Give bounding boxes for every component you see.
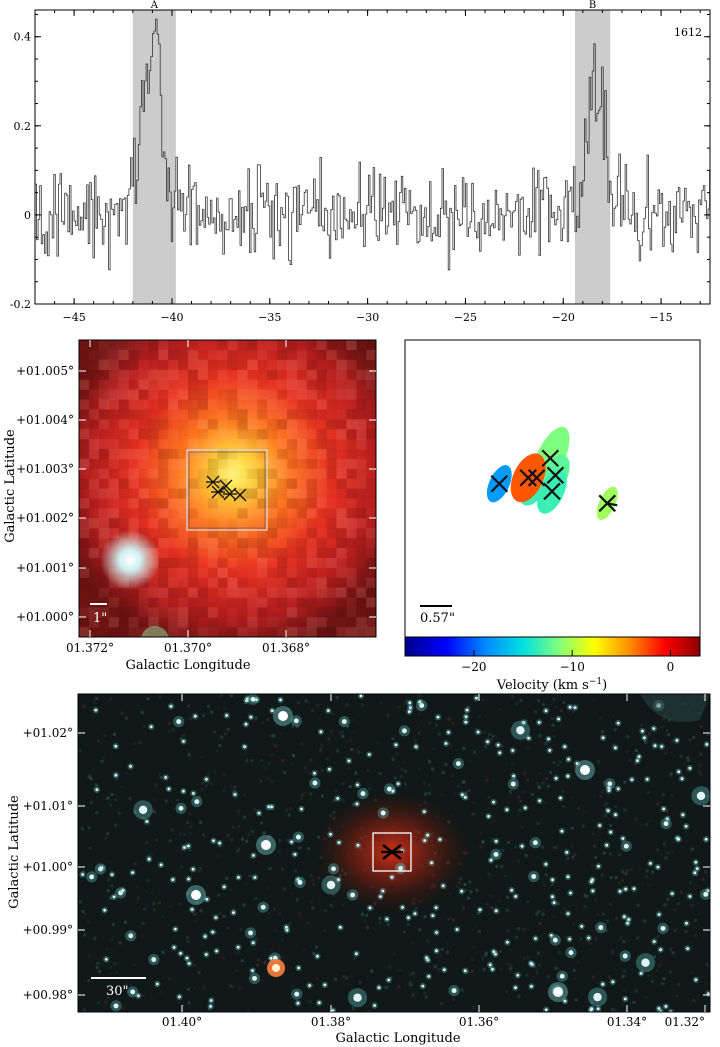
wide-field-panel: 01.40° 01.38° 01.36° 01.34° 01.32° +01.02° +01… — [7, 693, 711, 1046]
spot-marker — [607, 502, 618, 507]
spectrum-line — [35, 18, 710, 271]
wide-field-frame — [77, 693, 711, 1013]
wide-xtick: 01.32° — [665, 1015, 705, 1029]
star-field — [79, 694, 710, 1012]
zoom-ytick: +01.002° — [16, 511, 74, 525]
spectrum-xtick: −40 — [160, 311, 183, 324]
spectrum-ytick: 0.4 — [14, 31, 32, 44]
spot-scalebar-label: 0.57" — [420, 611, 455, 626]
spectrum-ytick: -0.2 — [10, 298, 31, 311]
zoom-scalebar-label: 1" — [93, 611, 107, 626]
orange-star-core — [272, 964, 280, 972]
zoom-ytick: +01.000° — [16, 610, 74, 624]
target-box — [372, 832, 412, 872]
colorbar-tick: −10 — [560, 660, 585, 674]
wide-ytick: +00.98° — [23, 988, 73, 1002]
colorbar — [404, 636, 701, 657]
zoom-ylabel: Galactic Latitude — [3, 429, 18, 543]
spectrum-ytick: 0 — [24, 209, 31, 222]
zoom-xtick: 01.368° — [262, 641, 310, 655]
colorbar-label: Velocity (km s−1) — [496, 677, 607, 693]
band-label-A: A — [150, 0, 159, 11]
wide-xtick: 01.36° — [459, 1015, 499, 1029]
bright-star — [100, 530, 160, 590]
wide-scalebar-label: 30" — [106, 984, 129, 999]
colorbar-tick: −20 — [461, 660, 486, 674]
band-A — [132, 10, 176, 304]
spot-marker — [541, 449, 560, 468]
spot-map-panel: 0.57" −20 −10 0 Velocity (km s−1) — [404, 339, 701, 693]
wide-xtick: 01.38° — [311, 1015, 351, 1029]
corner-glow — [640, 694, 710, 723]
faint-star — [141, 626, 169, 637]
spot-marker — [490, 474, 509, 493]
zoom-box-inner — [188, 451, 266, 529]
zoom-image-frame — [78, 339, 377, 638]
zoom-ytick: +01.001° — [16, 561, 74, 575]
spectrum-ytick: 0.2 — [14, 120, 32, 133]
zoom-maser-markers — [206, 475, 247, 502]
spot-marker — [543, 482, 561, 501]
zoom-xtick: 01.370° — [164, 641, 212, 655]
wide-xtick: 01.34° — [607, 1015, 647, 1029]
spectrum-xtick: −15 — [649, 311, 672, 324]
wide-ytick: +01.00° — [23, 860, 73, 874]
wide-ytick: +00.99° — [23, 923, 73, 937]
spectrum-xtick: −45 — [63, 311, 86, 324]
wide-ytick: +01.01° — [23, 799, 73, 813]
spectrum-xtick: −30 — [356, 311, 379, 324]
zoom-ytick: +01.003° — [16, 462, 74, 476]
target-marker — [381, 844, 403, 860]
wide-xlabel: Galactic Longitude — [335, 1031, 460, 1046]
zoom-image-panel: 01.372° 01.370° 01.368° +01.005° +01.004° +01… — [3, 339, 377, 673]
spot-marker — [527, 469, 546, 487]
spot-marker — [546, 466, 565, 485]
spectrum-panel: −45 −40 −35 −30 −25 −20 −15 -0.2 0 0.2 0.4 A B 1612 — [10, 0, 711, 324]
colorbar-tick: 0 — [667, 660, 675, 674]
spectrum-xtick: −25 — [454, 311, 477, 324]
zoom-xlabel: Galactic Longitude — [125, 658, 250, 673]
spectrum-xtick: −35 — [258, 311, 281, 324]
zoom-box — [186, 449, 268, 531]
wide-ytick: +01.02° — [23, 726, 73, 740]
spectrum-label: 1612 — [674, 26, 702, 39]
wide-xtick: 01.40° — [162, 1015, 202, 1029]
spectrum-xtick: −20 — [552, 311, 575, 324]
spot-marker — [519, 469, 537, 487]
band-label-B: B — [589, 0, 596, 11]
spectrum-frame — [34, 9, 711, 305]
zoom-ytick: +01.005° — [16, 364, 74, 378]
wide-ylabel: Galactic Latitude — [7, 795, 22, 909]
zoom-ytick: +01.004° — [16, 413, 74, 427]
zoom-xtick: 01.372° — [66, 641, 114, 655]
